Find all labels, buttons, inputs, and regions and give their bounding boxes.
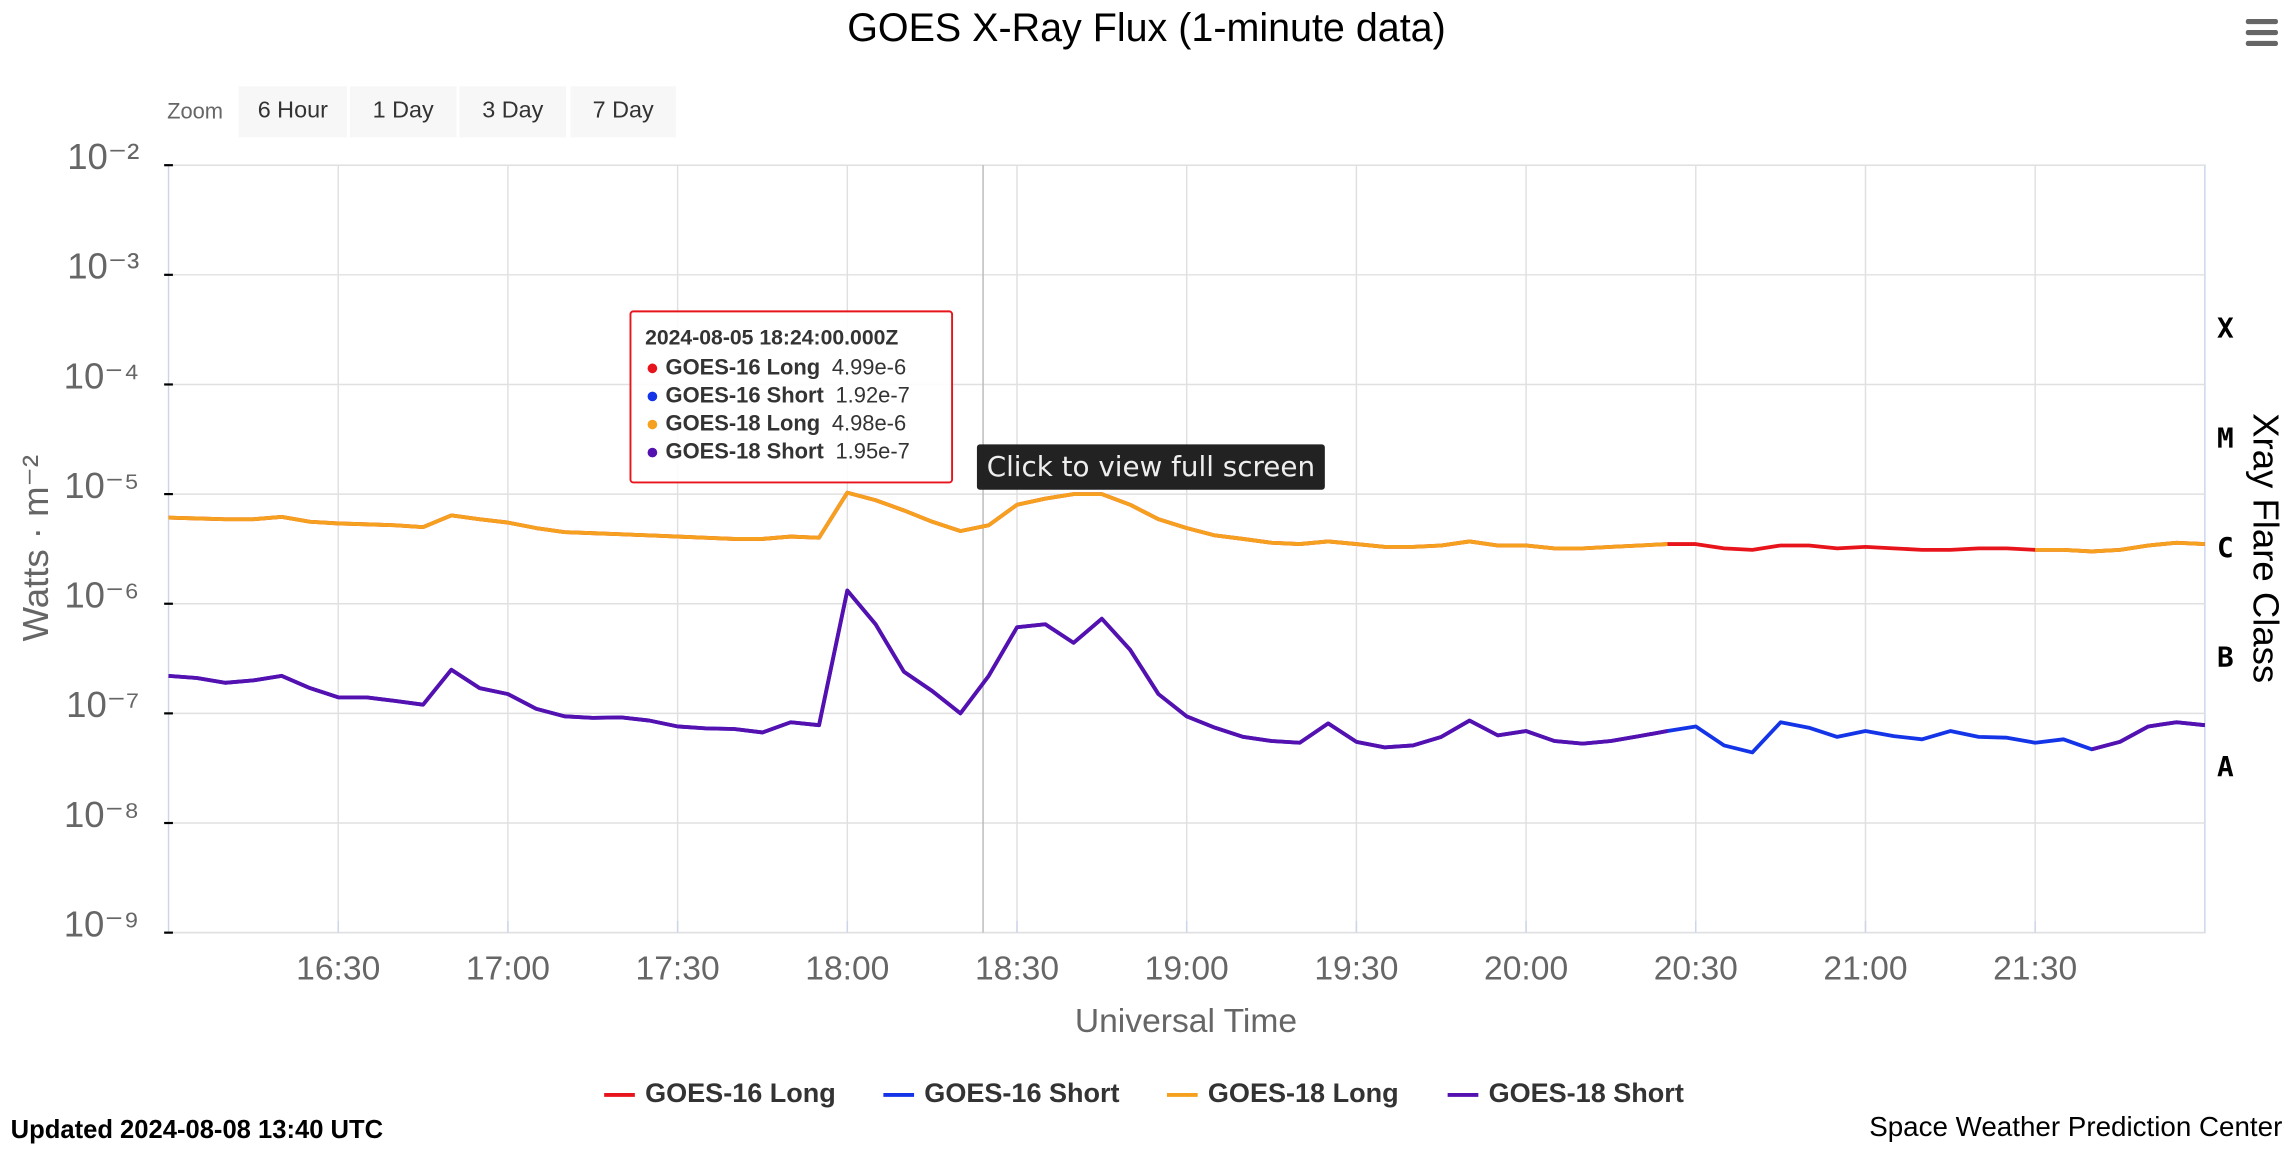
zoom-label: Zoom <box>167 98 223 123</box>
tooltip-series-name: GOES-18 Long <box>666 410 821 435</box>
tooltip-row: GOES-18 Long 4.98e-6 <box>666 410 907 435</box>
legend-label: GOES-18 Short <box>1489 1078 1684 1108</box>
tooltip-value: 1.95e-7 <box>836 438 910 463</box>
tooltip-value: 1.92e-7 <box>836 382 910 407</box>
series-line <box>168 490 2205 554</box>
x-tick-label: 18:30 <box>975 951 1059 988</box>
y2-tick-label: B <box>2217 641 2234 674</box>
zoom-button-label: 7 Day <box>593 96 654 122</box>
y2-tick-label: A <box>2217 750 2234 783</box>
zoom-button[interactable]: 7 Day <box>570 86 676 138</box>
y-tick-label: 10⁻⁵ <box>64 465 139 506</box>
zoom-buttons: 6 Hour 1 Day 3 Day 7 Day <box>238 86 676 138</box>
x-tick-label: 18:00 <box>805 951 889 988</box>
legend-item[interactable]: GOES-18 Long <box>1166 1078 1399 1108</box>
tooltip-title: 2024-08-05 18:24:00.000Z <box>645 327 898 350</box>
tooltip-dot <box>647 363 658 374</box>
tooltip-dot <box>647 391 658 402</box>
menu-bar <box>2245 19 2278 25</box>
updated-note: Updated 2024-08-08 13:40 UTC <box>11 1116 383 1144</box>
x-tick-label: 17:30 <box>636 951 720 988</box>
x-tick-label: 20:00 <box>1484 951 1568 988</box>
hint-label: Click to view full screen <box>987 450 1315 483</box>
tooltip-box <box>629 310 954 484</box>
credit: Space Weather Prediction Center <box>1869 1111 2282 1142</box>
menu-bar <box>2245 40 2278 47</box>
y-axis-title: Watts · m⁻² <box>15 455 56 641</box>
tooltip-dot <box>647 447 658 458</box>
y2-tick-label: C <box>2217 531 2234 564</box>
zoom-button-label: 1 Day <box>373 96 434 122</box>
y2-axis-title: Xray Flare Class <box>2246 413 2287 683</box>
y-tick-label: 10⁻³ <box>67 246 139 287</box>
x-tick-label: 16:30 <box>296 951 380 988</box>
y2-tick-label: M <box>2217 421 2234 454</box>
tooltip-series-name: GOES-18 Short <box>666 438 825 463</box>
y-tick-label: 10⁻⁸ <box>64 794 139 835</box>
zoom-button-bg <box>238 86 347 138</box>
x-axis-title: Universal Time <box>1075 1003 1297 1040</box>
menu-bar <box>2245 29 2278 36</box>
legend-item[interactable]: GOES-16 Short <box>883 1078 1120 1108</box>
tooltip-series-name: GOES-16 Long <box>666 354 821 379</box>
x-tick-label: 21:30 <box>1993 951 2077 988</box>
tooltip-value: 4.99e-6 <box>832 354 906 379</box>
legend-label: GOES-16 Short <box>924 1078 1119 1108</box>
x-tick-label: 19:30 <box>1314 951 1398 988</box>
y-tick-label: 10⁻⁶ <box>64 575 139 616</box>
zoom-button-bg <box>570 86 676 138</box>
tooltip-row: GOES-18 Short 1.95e-7 <box>666 438 910 463</box>
zoom-button[interactable]: 6 Hour <box>238 86 347 138</box>
legend-label: GOES-16 Long <box>645 1078 836 1108</box>
series-line <box>168 588 2206 752</box>
zoom-button[interactable]: 3 Day <box>459 86 567 138</box>
x-tick-label: 21:00 <box>1823 951 1907 988</box>
chart-title: GOES X-Ray Flux (1-minute data) <box>847 6 1446 50</box>
zoom-button-label: 6 Hour <box>258 96 328 122</box>
y-tick-label: 10⁻⁴ <box>64 355 140 396</box>
legend-item[interactable]: GOES-16 Long <box>604 1078 836 1108</box>
tooltip-row: GOES-16 Long 4.99e-6 <box>666 354 907 379</box>
zoom-button-bg <box>459 86 567 138</box>
zoom-button-bg <box>349 86 457 138</box>
y2-tick-label: X <box>2217 312 2234 345</box>
y-tick-label: 10⁻⁹ <box>64 903 140 944</box>
tooltip-value: 4.98e-6 <box>832 410 906 435</box>
legend-item[interactable]: GOES-18 Short <box>1447 1078 1684 1108</box>
hint-box <box>976 444 1325 490</box>
fullscreen-hint[interactable]: Click to view full screen <box>976 444 1325 490</box>
y-tick-label: 10⁻² <box>67 136 139 177</box>
menu-button[interactable] <box>2245 19 2278 47</box>
x-tick-label: 17:00 <box>466 951 550 988</box>
y-tick-label: 10⁻⁷ <box>66 684 139 725</box>
tooltip-series-name: GOES-16 Short <box>666 382 825 407</box>
legend-label: GOES-18 Long <box>1208 1078 1399 1108</box>
zoom-button[interactable]: 1 Day <box>349 86 457 138</box>
x-tick-label: 20:30 <box>1654 951 1738 988</box>
tooltip-row: GOES-16 Short 1.92e-7 <box>666 382 910 407</box>
x-tick-label: 19:00 <box>1145 951 1229 988</box>
zoom-button-label: 3 Day <box>482 96 543 122</box>
tooltip-dot <box>647 419 658 430</box>
